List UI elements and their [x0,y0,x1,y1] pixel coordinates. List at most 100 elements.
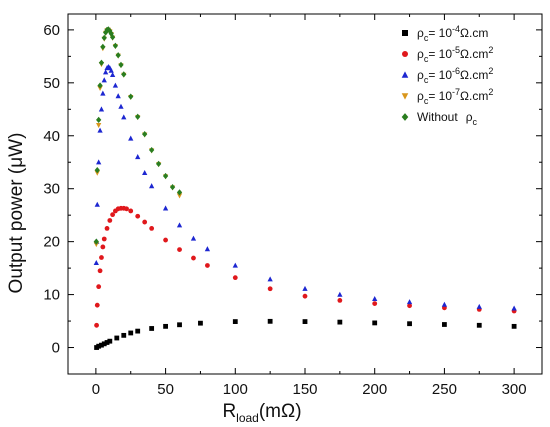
x-axis: 0 50 100 150 200 250 300 [92,14,527,398]
data-point [97,268,103,274]
data-point [118,61,124,68]
data-point [372,301,378,306]
y-tick-label: 30 [43,181,60,198]
data-point [101,34,107,41]
data-point [99,255,104,260]
data-point [94,302,100,308]
legend-marker [401,93,409,100]
data-point [177,247,182,252]
data-point [103,69,109,75]
data-point [155,160,162,167]
data-point [204,246,211,252]
y-tick-label: 40 [43,128,60,145]
data-point [511,305,517,311]
x-tick-label: 50 [157,381,174,398]
data-point [407,321,412,327]
data-point [97,127,103,133]
legend-unit: Ω.cm [460,89,488,103]
data-point [115,52,121,59]
data-point [190,235,197,241]
data-point [118,103,124,109]
data-point [96,159,102,165]
data-point [107,218,113,223]
data-point [337,319,343,325]
legend-equals: = 10 [428,89,452,103]
legend-rho: ρ [417,89,424,103]
data-point [198,320,203,326]
y-tick-label: 50 [43,75,60,92]
data-point [109,34,116,41]
y-tick-label: 60 [43,22,60,39]
data-point [205,263,210,268]
data-point [110,212,116,218]
legend-label: ρc= 10-5Ω.cm2 [417,45,493,64]
series-5 [93,26,183,245]
series-1 [94,318,517,350]
data-point [476,303,482,309]
legend-item: ρc= 10-5Ω.cm2 [402,45,493,64]
data-point [128,93,134,100]
legend-label: ρc= 10-4Ω.cm [417,24,488,43]
data-point [267,286,273,292]
legend-label: Without ρc [417,110,478,127]
data-point [302,285,308,291]
data-point [96,343,102,349]
legend-marker [401,113,409,121]
legend-unit-superscript: 2 [488,45,493,55]
data-point [142,131,148,138]
data-point [93,238,99,245]
data-point [135,328,141,334]
data-point [112,82,119,88]
data-point [406,299,413,305]
data-point [128,135,134,141]
data-point [107,338,113,344]
data-point [108,67,114,73]
data-point [100,90,106,96]
legend-exponent: -5 [452,45,460,55]
data-point [372,320,378,326]
legend-unit-superscript: 2 [488,66,493,76]
data-point [337,291,343,297]
data-marks [93,26,517,350]
data-point [114,335,120,341]
data-point [232,275,238,281]
data-point [163,323,168,329]
data-point [135,154,141,160]
data-point [108,30,114,37]
data-point [232,262,238,268]
legend-rho-subscript: c [424,33,429,43]
legend-label: ρc= 10-7Ω.cm2 [417,87,493,106]
legend-unit-superscript: 2 [488,87,493,97]
x-tick-label: 150 [292,381,317,398]
legend-exponent: -4 [452,24,460,34]
data-point [162,172,169,180]
x-axis-title-subscript: load [236,411,259,425]
data-point [142,169,148,175]
data-point [177,322,182,328]
data-point [232,319,238,324]
legend-unit: Ω.cm [460,47,488,61]
x-tick-label: 200 [362,381,387,398]
data-point [169,183,176,191]
data-point [162,205,169,211]
data-point [149,183,155,189]
x-tick-label: 0 [92,381,100,398]
data-point [94,167,100,174]
data-point [121,71,127,78]
data-point [267,276,273,282]
legend-item: ρc= 10-7Ω.cm2 [401,87,493,106]
y-tick-label: 10 [43,287,60,304]
legend-rho: ρ [466,110,473,124]
data-point [112,42,119,49]
legend-item: Without ρc [401,110,478,127]
data-point [115,93,121,99]
legend-marker [402,51,408,57]
legend-marker [401,71,409,78]
data-point [99,342,104,348]
data-point [163,237,168,243]
y-tick-label: 20 [43,234,60,251]
data-point [94,322,99,328]
